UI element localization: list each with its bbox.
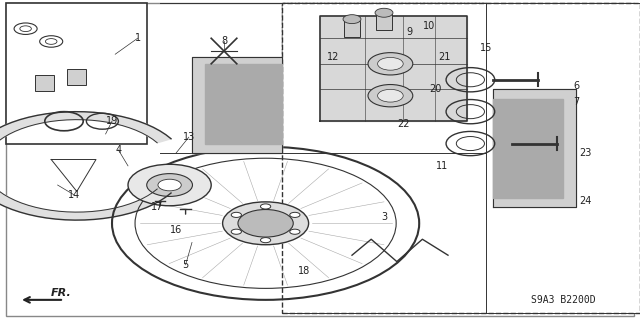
Text: 17: 17 <box>150 202 163 212</box>
Text: 16: 16 <box>170 225 182 235</box>
Circle shape <box>378 57 403 70</box>
Circle shape <box>290 212 300 218</box>
Text: 14: 14 <box>67 189 80 200</box>
Text: 3: 3 <box>381 212 387 222</box>
Circle shape <box>260 238 271 243</box>
Text: 4: 4 <box>115 145 122 155</box>
Text: S9A3 B2200D: S9A3 B2200D <box>531 295 595 305</box>
Text: 10: 10 <box>422 20 435 31</box>
Bar <box>282 3 486 153</box>
Text: 11: 11 <box>435 161 448 171</box>
Text: 20: 20 <box>429 84 442 94</box>
Circle shape <box>158 179 181 191</box>
Text: FR.: FR. <box>51 288 72 298</box>
Text: 9: 9 <box>406 27 413 37</box>
Circle shape <box>260 204 271 209</box>
Circle shape <box>378 89 403 102</box>
Text: 21: 21 <box>438 52 451 63</box>
Text: 6: 6 <box>573 81 579 91</box>
Text: 15: 15 <box>480 43 493 53</box>
Polygon shape <box>192 57 282 153</box>
Circle shape <box>231 212 241 218</box>
Text: 13: 13 <box>182 132 195 142</box>
Text: 12: 12 <box>326 52 339 63</box>
Polygon shape <box>493 99 563 198</box>
Polygon shape <box>493 89 576 207</box>
Bar <box>6 3 147 144</box>
Text: 18: 18 <box>298 266 310 276</box>
Text: 7: 7 <box>573 97 579 107</box>
Polygon shape <box>51 160 96 191</box>
Text: 23: 23 <box>579 148 592 158</box>
Text: 8: 8 <box>221 36 227 47</box>
Circle shape <box>238 210 293 237</box>
Circle shape <box>231 229 241 234</box>
Circle shape <box>368 85 413 107</box>
Text: 1: 1 <box>134 33 141 43</box>
Circle shape <box>223 202 308 245</box>
Text: 19: 19 <box>106 116 118 126</box>
Circle shape <box>128 164 211 206</box>
Bar <box>376 14 392 30</box>
Bar <box>67 69 86 85</box>
Circle shape <box>290 229 300 234</box>
Text: 22: 22 <box>397 119 410 130</box>
Bar <box>35 75 54 91</box>
Polygon shape <box>320 16 467 121</box>
Bar <box>344 21 360 37</box>
Circle shape <box>147 174 193 197</box>
Circle shape <box>343 15 361 24</box>
Bar <box>282 3 640 313</box>
Text: 5: 5 <box>182 260 189 270</box>
Text: 24: 24 <box>579 196 592 206</box>
Circle shape <box>375 8 393 17</box>
Polygon shape <box>205 64 282 144</box>
Circle shape <box>368 53 413 75</box>
Polygon shape <box>0 112 171 220</box>
